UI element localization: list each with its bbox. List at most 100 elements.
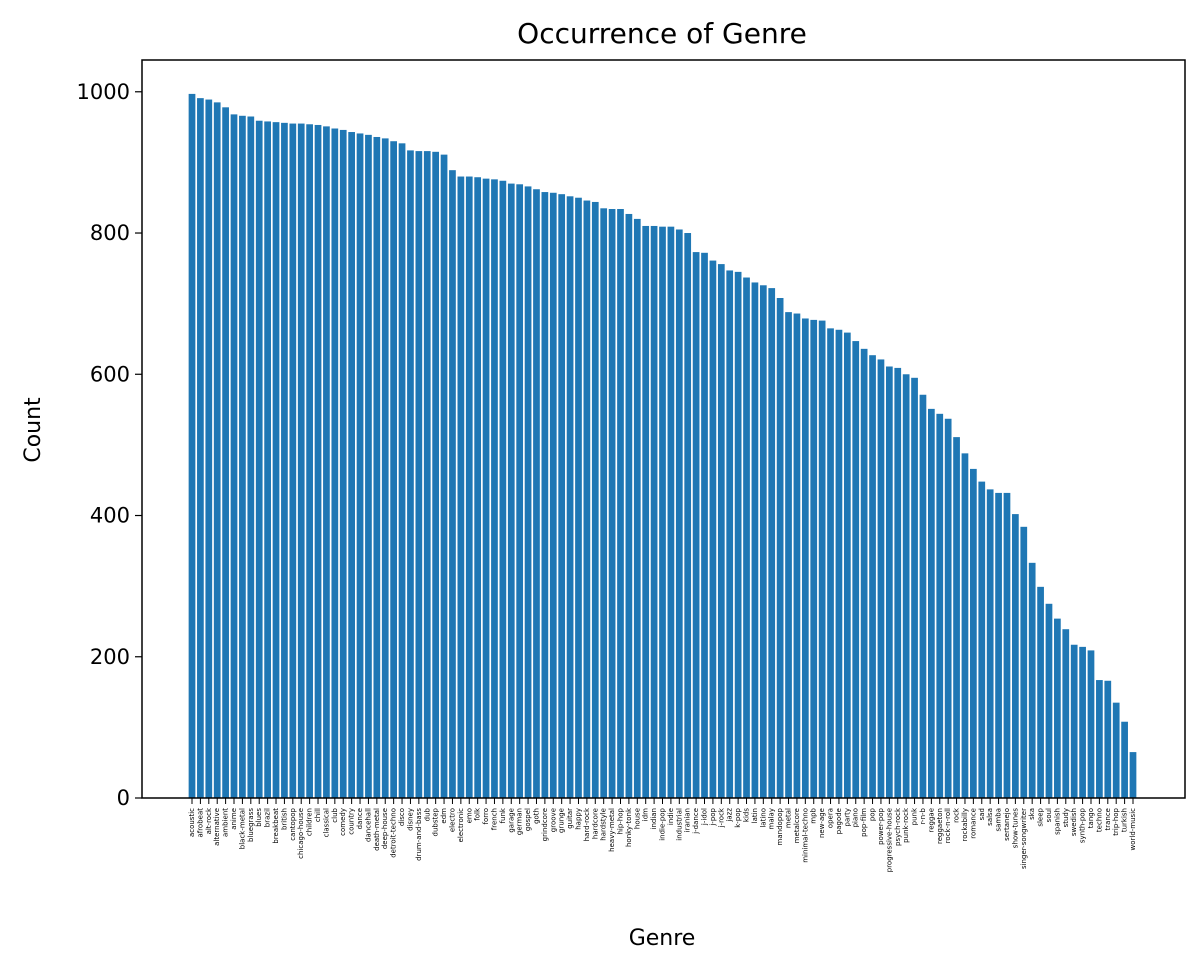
- y-tick-label: 800: [90, 221, 130, 245]
- bar-forro: [482, 178, 490, 798]
- x-tick-label: garage: [507, 808, 515, 833]
- x-tick-label: latin: [751, 808, 759, 823]
- x-tick-label: honky-tonk: [625, 807, 633, 847]
- x-tick-label: gospel: [524, 808, 532, 831]
- bar-pop-film: [860, 348, 868, 798]
- x-tick-label: bluegrass: [247, 808, 255, 842]
- bar-sertanejo: [1003, 492, 1011, 798]
- x-tick-label: groove: [549, 808, 557, 832]
- x-tick-label: disney: [406, 808, 414, 831]
- bar-chill: [314, 124, 322, 799]
- bar-hardstyle: [600, 208, 608, 798]
- x-tick-label: spanish: [1053, 808, 1061, 835]
- bar-electronic: [457, 176, 465, 798]
- x-tick-label: world-music: [1129, 808, 1137, 851]
- bar-hip-hop: [617, 209, 624, 798]
- x-tick-label: party: [843, 808, 851, 827]
- bar-metal: [785, 312, 792, 798]
- x-tick-label: ska: [1028, 808, 1036, 820]
- bar-grindcore: [541, 192, 549, 798]
- bar-comedy: [339, 129, 347, 799]
- bar-study: [1062, 629, 1070, 798]
- bar-breakbeat: [272, 122, 280, 798]
- bar-brazil: [264, 121, 271, 798]
- bar-soul: [1045, 603, 1053, 798]
- x-tick-label: pop-film: [860, 808, 868, 837]
- x-tick-label: kids: [743, 808, 751, 822]
- x-tick-label: malay: [768, 808, 776, 830]
- x-tick-label: heavy-metal: [608, 808, 616, 852]
- x-tick-label: opera: [827, 808, 835, 828]
- x-tick-label: indie-pop: [659, 807, 667, 840]
- bar-world-music: [1129, 752, 1137, 798]
- bar-british: [281, 122, 288, 799]
- bar-piano: [852, 341, 860, 798]
- bar-indian: [650, 225, 658, 798]
- x-tick-label: swedish: [1070, 808, 1078, 836]
- x-tick-label: romance: [969, 808, 977, 839]
- x-tick-label: ambient: [222, 808, 230, 837]
- bar-spanish: [1054, 618, 1061, 798]
- x-tick-label: club: [331, 807, 339, 822]
- x-tick-label: rock-n-roll: [944, 808, 952, 843]
- x-tick-label: anime: [230, 808, 238, 830]
- bar-progressive-house: [885, 366, 893, 798]
- bar-reggaeton: [936, 413, 944, 798]
- x-tick-label: metal: [785, 808, 793, 828]
- bar-malay: [768, 288, 776, 798]
- x-tick-label: synth-pop: [1079, 807, 1087, 843]
- x-tick-label: tango: [1087, 808, 1095, 828]
- x-tick-label: samba: [995, 808, 1003, 832]
- x-tick-label: brazil: [264, 808, 272, 827]
- bar-indie: [667, 226, 675, 799]
- bar-k-pop: [734, 271, 742, 798]
- x-tick-label: grindcore: [541, 808, 549, 841]
- bar-j-rock: [717, 264, 725, 799]
- bar-dancehall: [365, 134, 372, 799]
- x-tick-label: rockabilly: [961, 808, 969, 842]
- bar-samba: [995, 492, 1002, 798]
- bar-salsa: [986, 489, 994, 798]
- bar-drum-and-bass: [415, 151, 423, 799]
- bar-show-tunes: [1012, 514, 1019, 798]
- y-tick-label: 600: [90, 362, 130, 386]
- bar-edm: [440, 154, 448, 798]
- x-tick-label: j-idol: [701, 808, 709, 826]
- x-tick-label: new-age: [818, 808, 826, 838]
- x-tick-label: hardcore: [591, 808, 599, 839]
- bar-metalcore: [793, 313, 801, 798]
- x-tick-label: soul: [1045, 808, 1053, 822]
- x-tick-label: indie: [667, 808, 675, 825]
- x-tick-label: sad: [978, 808, 986, 820]
- bar-ambient: [222, 107, 229, 798]
- x-axis: acoustic afrobeat alt-rock alternative ambie…: [188, 798, 1137, 872]
- bar-classical: [323, 126, 330, 798]
- x-tick-label: comedy: [339, 808, 347, 836]
- bar-disney: [407, 150, 414, 798]
- x-tick-label: progressive-house: [885, 808, 893, 872]
- bar-alternative: [213, 102, 221, 799]
- bar-party: [843, 332, 851, 798]
- bar-kids: [743, 277, 750, 798]
- bar-disco: [398, 143, 406, 798]
- x-tick-label: hip-hop: [616, 807, 624, 834]
- bar-funk: [499, 180, 507, 798]
- bar-rockabilly: [961, 453, 969, 798]
- bars-group: [188, 93, 1137, 799]
- y-tick-label: 1000: [77, 80, 130, 104]
- bar-ska: [1028, 562, 1036, 798]
- bar-country: [348, 132, 355, 798]
- x-tick-label: latino: [759, 808, 767, 828]
- x-tick-label: j-dance: [692, 808, 700, 835]
- x-tick-label: psych-rock: [894, 807, 902, 846]
- x-axis-label: Genre: [629, 926, 696, 951]
- bar-detroit-techno: [390, 141, 397, 799]
- bar-pop: [869, 355, 876, 798]
- x-tick-label: reggaeton: [936, 808, 944, 844]
- x-tick-label: pagode: [835, 808, 843, 834]
- bar-punk-rock: [902, 374, 910, 798]
- x-tick-label: acoustic: [188, 808, 196, 837]
- x-tick-label: industrial: [675, 808, 683, 841]
- x-tick-label: sertanejo: [1003, 808, 1011, 841]
- x-tick-label: rock: [953, 807, 961, 823]
